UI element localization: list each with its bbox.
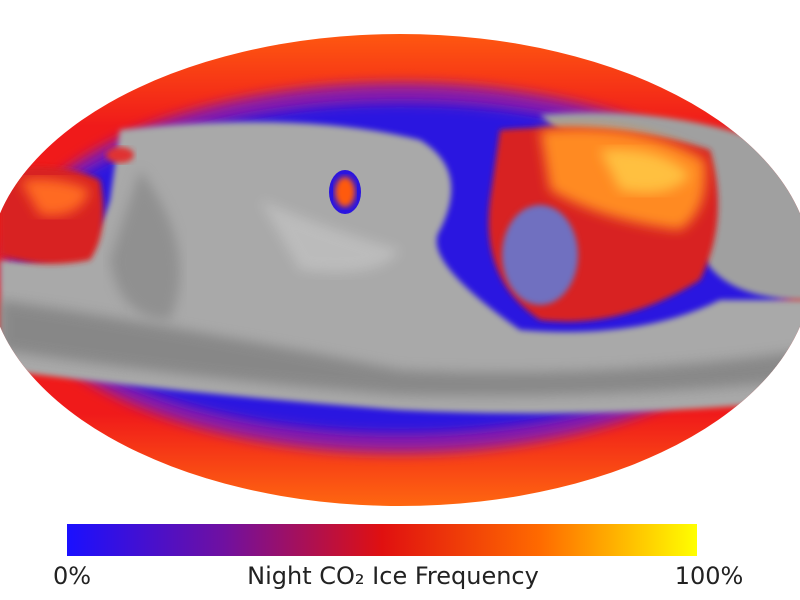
map bbox=[0, 34, 800, 506]
colorbar-tick-label: 100% bbox=[675, 562, 744, 590]
colorbar-title: Night CO₂ Ice Frequency bbox=[247, 562, 539, 590]
colorbar-tick-label: 0% bbox=[53, 562, 91, 590]
colorbar bbox=[67, 524, 697, 556]
